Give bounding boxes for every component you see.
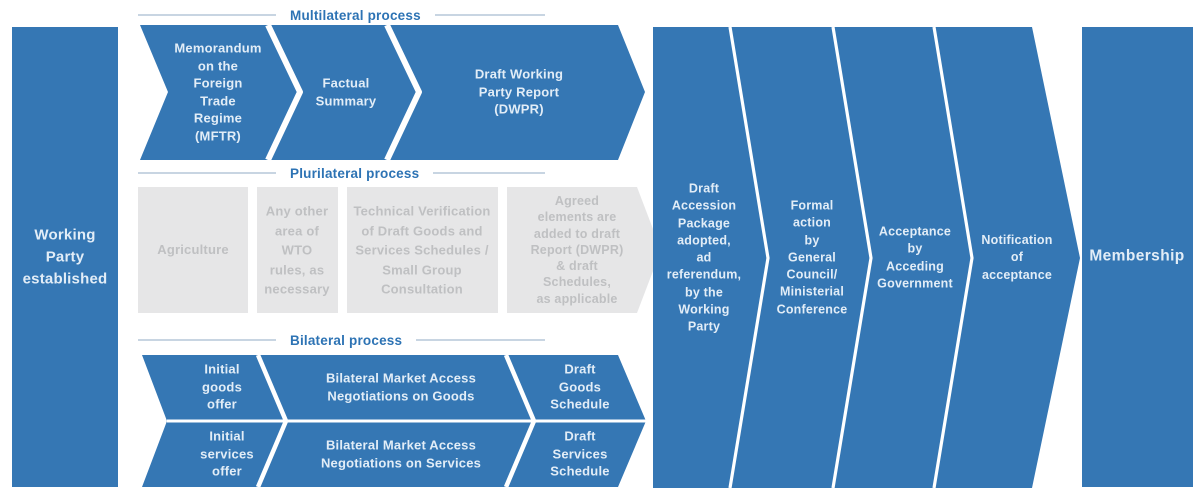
multilateral-divider-1 xyxy=(265,23,303,162)
membership-block xyxy=(1082,27,1193,487)
wto-rules-box xyxy=(257,187,338,313)
step-label-bma-goods: Bilateral Market Access Negotiations on … xyxy=(325,370,477,403)
step-label-draft-accession-package: Draft Accession Package adopted, ad refe… xyxy=(666,181,742,334)
agreed-elements-arrow xyxy=(507,187,661,313)
header-line-left xyxy=(138,172,276,174)
step-label-initial-services-offer: Initial services offer xyxy=(200,428,254,479)
working-party-block xyxy=(12,27,118,487)
final-divider-3 xyxy=(932,26,974,489)
final-steps-block xyxy=(653,27,1080,488)
multilateral-divider-2 xyxy=(384,23,422,162)
bilateral-divider-1 xyxy=(255,354,289,488)
bilateral-process-title: Bilateral process xyxy=(290,332,403,348)
step-label-agreed-elements: Agreed elements are added to draft Repor… xyxy=(530,194,624,306)
header-line-right xyxy=(416,339,545,341)
header-line-right xyxy=(434,14,545,16)
multilateral-process-header: Multilateral process xyxy=(138,4,545,26)
plurilateral-process-title: Plurilateral process xyxy=(290,165,420,181)
multilateral-process-title: Multilateral process xyxy=(290,7,421,23)
membership-label: Membership xyxy=(1089,247,1185,265)
step-label-agriculture: Agriculture xyxy=(157,242,229,258)
bilateral-divider-2 xyxy=(503,354,537,488)
step-label-initial-goods-offer: Initial goods offer xyxy=(202,361,242,412)
step-label-technical-verification: Technical Verification of Draft Goods an… xyxy=(353,203,491,297)
step-label-bma-services: Bilateral Market Access Negotiations on … xyxy=(320,437,482,470)
step-label-notification: Notification of acceptance xyxy=(981,233,1053,282)
step-label-formal-action: Formal action by General Council/ Minist… xyxy=(776,198,848,317)
step-label-acceptance: Acceptance by Acceding Government xyxy=(877,224,953,291)
step-label-dwpr: Draft Working Party Report (DWPR) xyxy=(474,66,564,117)
agriculture-box xyxy=(138,187,248,313)
step-label-mftr: Memorandum on the Foreign Trade Regime (… xyxy=(174,40,262,144)
step-label-draft-services-schedule: Draft Services Schedule xyxy=(550,428,610,479)
step-label-wto-rules: Any other area of WTO rules, as necessar… xyxy=(264,203,330,297)
final-divider-2 xyxy=(831,26,873,489)
step-label-draft-goods-schedule: Draft Goods Schedule xyxy=(550,361,610,412)
header-line-left xyxy=(138,14,276,16)
technical-verification-box xyxy=(347,187,498,313)
multilateral-arrow-row xyxy=(140,25,645,160)
final-divider-1 xyxy=(728,26,770,489)
working-party-label: Working Party established xyxy=(22,226,108,287)
step-label-factual-summary: Factual Summary xyxy=(315,75,377,108)
plurilateral-process-header: Plurilateral process xyxy=(138,162,545,184)
header-line-left xyxy=(138,339,276,341)
bilateral-process-header: Bilateral process xyxy=(138,329,545,351)
header-line-right xyxy=(433,172,545,174)
